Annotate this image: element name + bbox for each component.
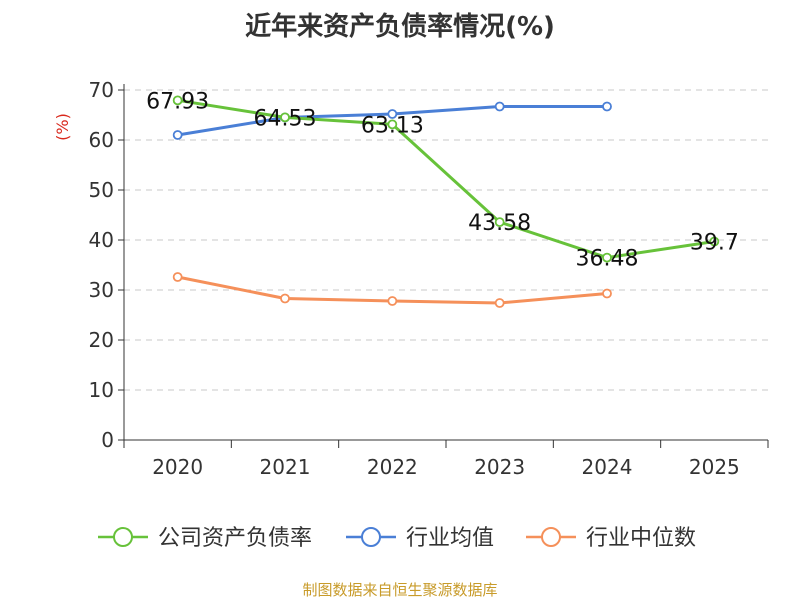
y-tick-label: 0 bbox=[101, 428, 114, 452]
data-point bbox=[280, 112, 290, 123]
data-point bbox=[494, 101, 505, 112]
legend-item: 公司资产负债率 bbox=[98, 526, 312, 551]
data-label: 36.48 bbox=[576, 247, 639, 272]
grid-lines bbox=[124, 89, 768, 391]
data-point bbox=[494, 217, 505, 228]
data-label: 43.58 bbox=[468, 211, 531, 236]
y-tick-label: 30 bbox=[89, 278, 114, 302]
y-tick-label: 10 bbox=[89, 378, 114, 402]
data-point bbox=[280, 293, 290, 304]
legend-label: 行业中位数 bbox=[586, 526, 696, 551]
y-tick-label: 50 bbox=[89, 178, 114, 202]
data-labels: 67.93 64.53 63.13 43.58 36.48 39.7 bbox=[146, 89, 739, 271]
y-tick-label: 60 bbox=[89, 128, 114, 152]
legend-label: 公司资产负债率 bbox=[158, 526, 312, 551]
legend: 公司资产负债率 行业均值 行业中位数 bbox=[98, 526, 696, 551]
data-point bbox=[172, 272, 183, 282]
series-line bbox=[177, 98, 715, 260]
x-tick-label: 2021 bbox=[260, 455, 311, 479]
data-point bbox=[387, 119, 398, 130]
data-point bbox=[387, 296, 398, 306]
data-label: 39.7 bbox=[690, 231, 739, 256]
y-tick-label: 70 bbox=[89, 78, 114, 102]
y-tick-label: 20 bbox=[89, 328, 114, 352]
axes: 0 10 20 30 40 50 60 70 2020 2021 2022 2023 2024 2025 (… bbox=[53, 78, 769, 479]
x-tick-label: 2023 bbox=[474, 455, 525, 479]
data-label: 67.93 bbox=[146, 89, 209, 114]
legend-label: 行业均值 bbox=[406, 526, 494, 551]
legend-marker bbox=[361, 527, 381, 547]
x-tick-label: 2022 bbox=[367, 455, 418, 479]
data-point bbox=[602, 101, 612, 112]
data-point bbox=[387, 109, 398, 119]
chart-title: 近年来资产负债率情况(%) bbox=[245, 12, 555, 42]
data-point bbox=[709, 236, 720, 247]
data-point bbox=[602, 252, 612, 263]
data-label: 64.53 bbox=[254, 106, 317, 131]
y-axis-label: (%) bbox=[53, 113, 72, 141]
legend-marker bbox=[113, 527, 133, 547]
x-tick-label: 2020 bbox=[152, 455, 203, 479]
data-point bbox=[602, 288, 612, 299]
data-point bbox=[172, 130, 183, 140]
data-point bbox=[172, 95, 183, 106]
series-lines bbox=[172, 95, 720, 308]
x-tick-label: 2024 bbox=[582, 455, 633, 479]
legend-item: 行业均值 bbox=[346, 526, 494, 551]
y-tick-label: 40 bbox=[89, 228, 114, 252]
data-label: 63.13 bbox=[361, 113, 424, 138]
x-tick-label: 2025 bbox=[689, 455, 740, 479]
legend-marker bbox=[541, 527, 561, 547]
data-point bbox=[494, 298, 505, 308]
legend-item: 行业中位数 bbox=[526, 526, 696, 551]
source-note: 制图数据来自恒生聚源数据库 bbox=[302, 581, 498, 599]
